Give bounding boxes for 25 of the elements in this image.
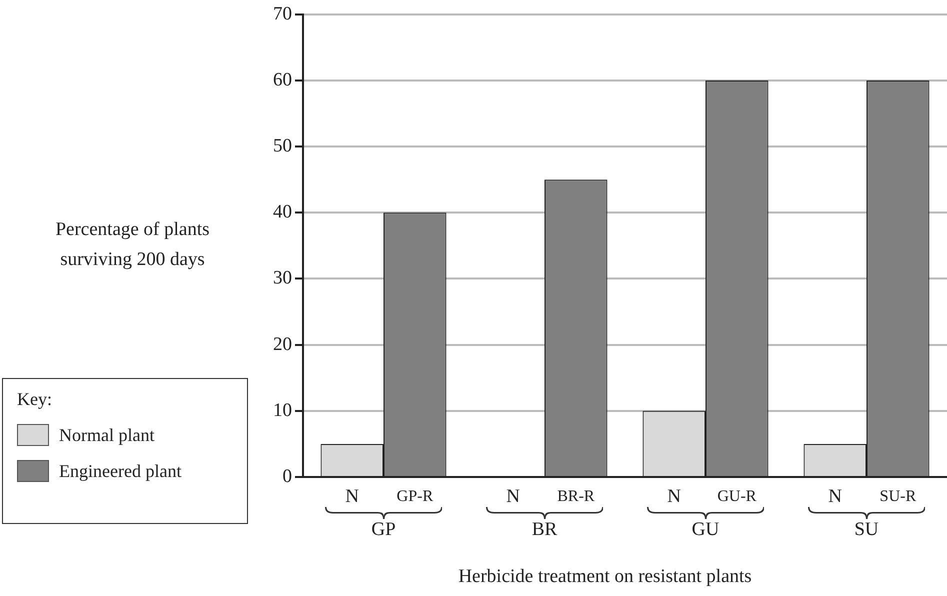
- legend-label: Engineered plant: [59, 460, 182, 482]
- x-tick-label: BR: [532, 518, 558, 540]
- text: GP-R: [396, 488, 434, 506]
- text: N: [667, 486, 682, 507]
- y-tick-label: 70: [273, 3, 292, 24]
- text: N: [828, 486, 842, 507]
- x-tick-label: SU: [854, 518, 879, 540]
- text: N: [506, 486, 520, 507]
- y-tick-label: 30: [273, 268, 292, 289]
- y-tick-label: 20: [273, 334, 292, 355]
- y-tick-label: 10: [273, 400, 292, 421]
- y-tick-label: 60: [273, 69, 292, 90]
- y-axis-title: Percentage of plants surviving 200 days: [54, 218, 211, 272]
- legend-label: Normal plant: [59, 424, 154, 446]
- text: GU-R: [717, 488, 757, 506]
- y-tick-label: 40: [273, 202, 292, 223]
- text: BR-R: [557, 488, 595, 506]
- x-tick-label: GU: [692, 518, 720, 540]
- text: N: [345, 486, 360, 507]
- y-tick-label: 0: [282, 466, 292, 487]
- text: SU-R: [880, 488, 916, 506]
- y-tick-label: 50: [273, 136, 292, 157]
- legend-title: Key:: [17, 389, 53, 410]
- x-axis-title: Herbicide treatment on resistant plants: [458, 566, 752, 587]
- x-tick-label: GP: [371, 518, 396, 540]
